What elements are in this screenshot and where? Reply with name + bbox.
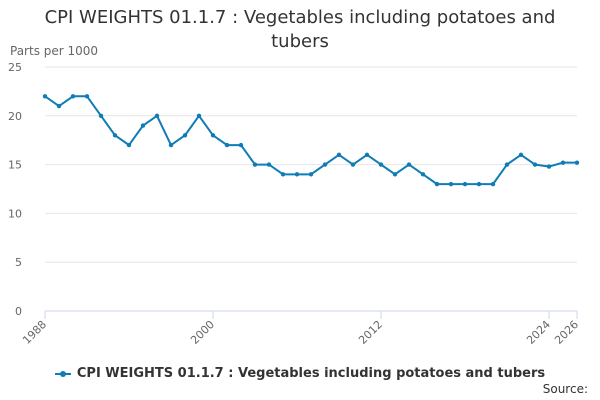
- data-point-2000[interactable]: [210, 133, 216, 138]
- y-tick-label-5: 5: [15, 256, 22, 269]
- data-point-1994[interactable]: [126, 142, 132, 148]
- data-point-2026[interactable]: [574, 160, 580, 165]
- data-point-1998[interactable]: [182, 133, 188, 138]
- y-tick-label-0: 0: [15, 305, 22, 318]
- data-point-2010[interactable]: [350, 162, 356, 167]
- data-point-1993[interactable]: [112, 133, 118, 138]
- data-point-1995[interactable]: [140, 123, 146, 128]
- data-point-1997[interactable]: [168, 142, 174, 148]
- data-point-2015[interactable]: [420, 172, 426, 177]
- x-tick-label-2026: 2026: [552, 318, 581, 347]
- x-tick-label-1988: 1988: [20, 318, 49, 347]
- y-tick-label-15: 15: [8, 159, 22, 172]
- y-axis-label: Parts per 1000: [10, 44, 99, 58]
- x-tick-label-2000: 2000: [188, 318, 217, 347]
- data-point-2025[interactable]: [560, 160, 566, 165]
- series-line-0: [44, 95, 577, 186]
- data-point-2019[interactable]: [476, 181, 482, 187]
- y-tick-label-10: 10: [8, 207, 22, 220]
- data-point-1999[interactable]: [196, 113, 202, 119]
- data-point-1989[interactable]: [56, 103, 62, 109]
- legend-label: CPI WEIGHTS 01.1.7 : Vegetables includin…: [76, 366, 546, 381]
- x-tick-label-2012: 2012: [356, 318, 385, 347]
- x-tick-label-2024: 2024: [524, 318, 553, 347]
- data-point-1990[interactable]: [70, 94, 76, 99]
- data-point-2021[interactable]: [504, 162, 510, 167]
- data-point-2003[interactable]: [252, 162, 258, 167]
- legend[interactable]: CPI WEIGHTS 01.1.7 : Vegetables includin…: [0, 366, 600, 381]
- data-point-2009[interactable]: [336, 152, 342, 158]
- data-point-2005[interactable]: [280, 172, 286, 177]
- legend-swatch-icon: [54, 369, 71, 379]
- data-point-2018[interactable]: [462, 181, 468, 187]
- series-layer: [42, 94, 580, 187]
- data-point-2012[interactable]: [378, 162, 384, 167]
- data-point-1996[interactable]: [154, 113, 160, 119]
- data-point-2001[interactable]: [224, 142, 230, 148]
- data-point-2024[interactable]: [546, 164, 552, 169]
- data-point-2007[interactable]: [308, 172, 314, 177]
- data-point-2004[interactable]: [266, 162, 272, 167]
- data-point-2023[interactable]: [532, 162, 538, 167]
- data-point-2011[interactable]: [364, 152, 370, 158]
- axes: 0 5 10 15 20 25 1988 2000 2012 2024 2026: [8, 61, 581, 347]
- data-point-2002[interactable]: [238, 142, 244, 148]
- data-point-2013[interactable]: [392, 172, 398, 177]
- grid-lines: [45, 66, 577, 263]
- data-point-2008[interactable]: [322, 162, 328, 167]
- chart-title: CPI WEIGHTS 01.1.7 : Vegetables includin…: [0, 6, 600, 54]
- source-label: Source:: [542, 382, 588, 396]
- chart-title-line-2: tubers: [271, 31, 329, 52]
- data-point-2017[interactable]: [448, 181, 454, 187]
- data-point-2020[interactable]: [490, 181, 496, 187]
- data-point-2014[interactable]: [406, 162, 412, 167]
- data-point-1991[interactable]: [84, 94, 90, 99]
- data-point-1988[interactable]: [42, 94, 48, 99]
- data-point-2006[interactable]: [294, 172, 300, 177]
- chart-title-line-1: CPI WEIGHTS 01.1.7 : Vegetables includin…: [44, 7, 556, 28]
- y-tick-label-25: 25: [8, 61, 22, 74]
- data-point-1992[interactable]: [98, 113, 104, 119]
- data-point-2022[interactable]: [518, 152, 524, 158]
- data-point-2016[interactable]: [434, 181, 440, 187]
- y-tick-label-20: 20: [8, 110, 22, 123]
